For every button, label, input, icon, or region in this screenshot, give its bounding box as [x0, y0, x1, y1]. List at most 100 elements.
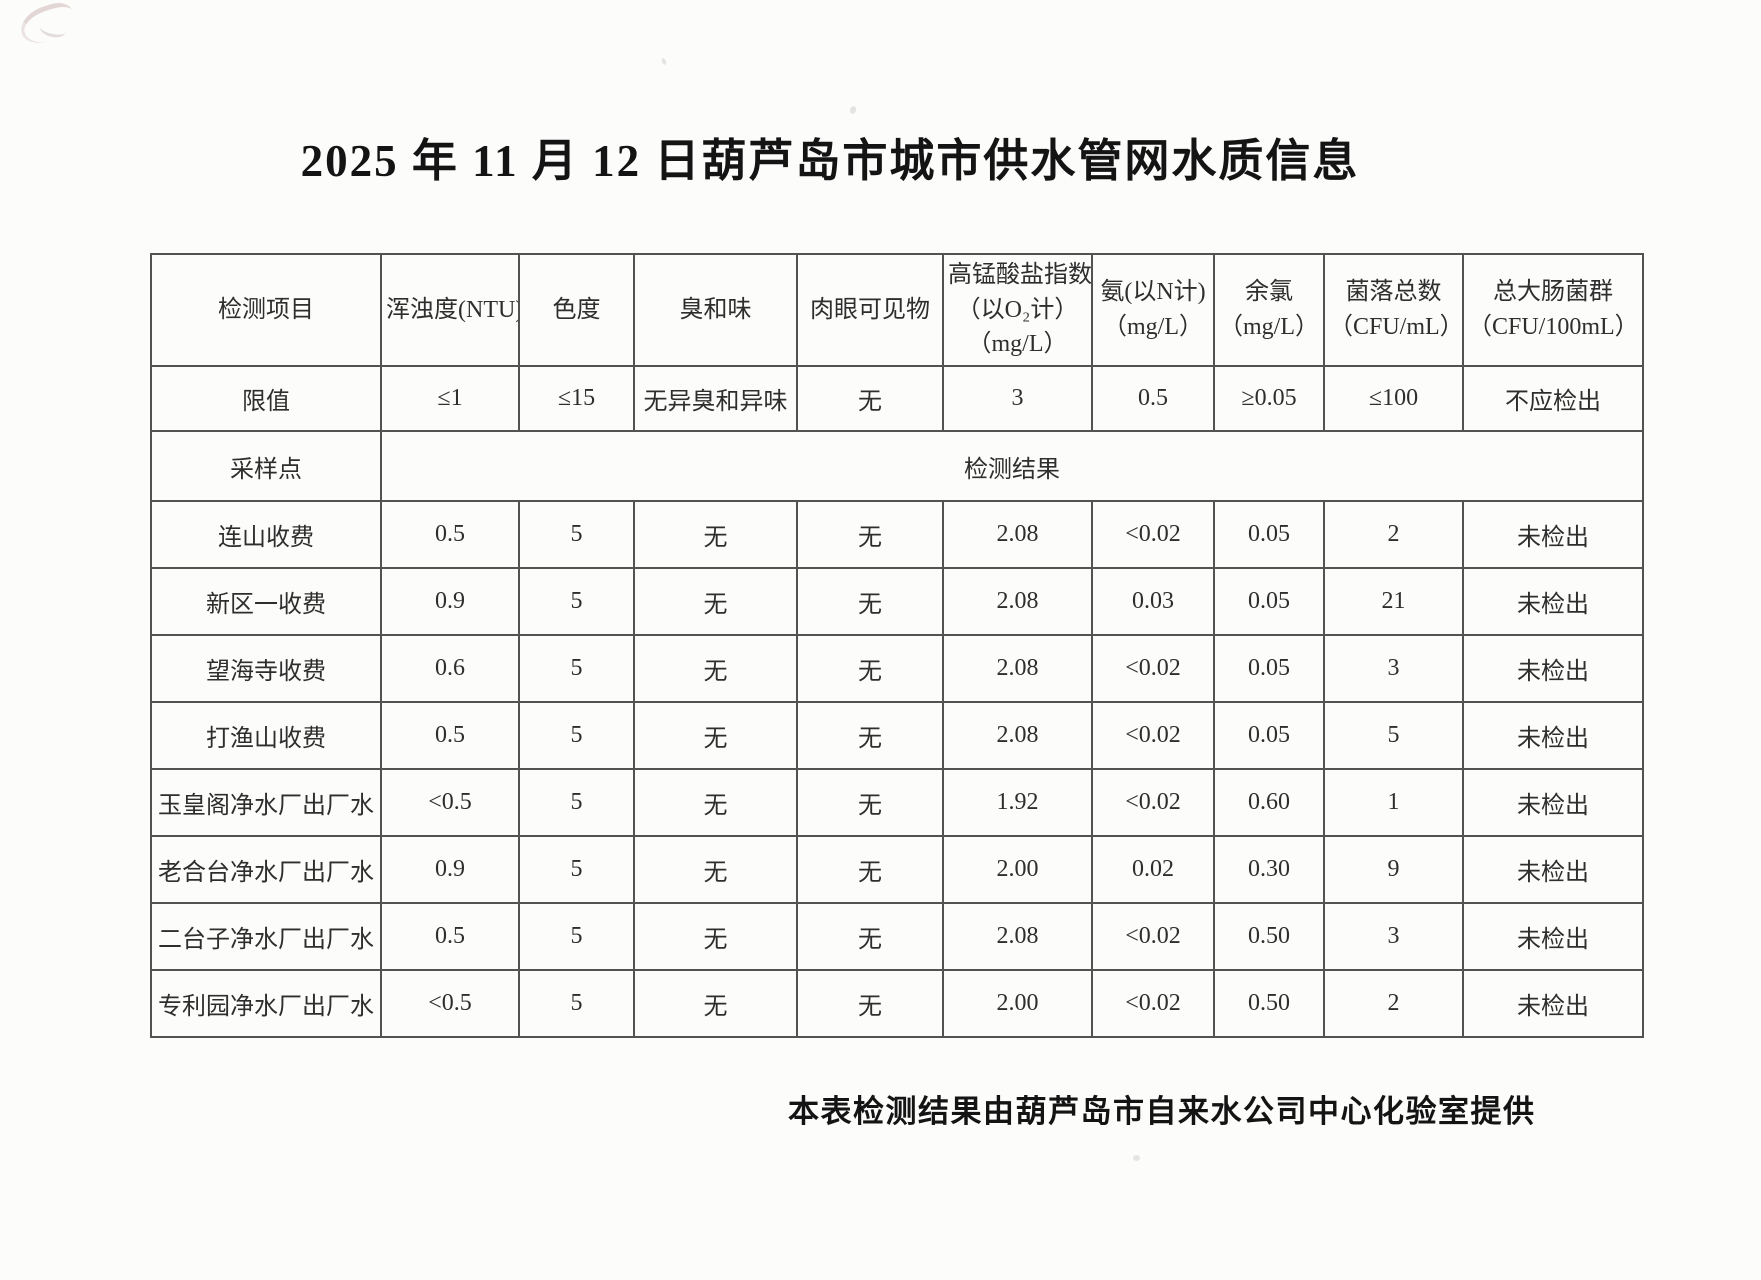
- site-name-cell: 新区一收费: [150, 567, 382, 636]
- value-cell: <0.02: [1091, 902, 1215, 971]
- row-label-sampling-point: 采样点: [150, 430, 382, 502]
- site-name-cell: 玉皇阁净水厂出厂水: [150, 768, 382, 837]
- value-cell: 0.5: [380, 902, 520, 971]
- value-cell: 无: [633, 835, 798, 904]
- value-cell: 未检出: [1462, 567, 1644, 636]
- data-row: 新区一收费 0.9 5 无无 2.08 0.03 0.05 21 未检出: [150, 567, 1644, 636]
- value-cell: 无: [633, 634, 798, 703]
- value-cell: 2: [1323, 500, 1464, 569]
- header-line: （CFU/mL）: [1329, 314, 1463, 340]
- value-cell: 5: [1323, 701, 1464, 770]
- value-cell: 2.08: [942, 902, 1093, 971]
- value-cell: 3: [1323, 902, 1464, 971]
- header-line: 色度: [552, 296, 601, 323]
- value-cell: 未检出: [1462, 902, 1644, 971]
- value-cell: 0.30: [1213, 835, 1325, 904]
- value-cell: 未检出: [1462, 768, 1644, 837]
- limit-cell: ≥0.05: [1213, 365, 1325, 432]
- value-cell: 0.03: [1091, 567, 1215, 636]
- header-line: （mg/L）: [1103, 314, 1203, 340]
- header-line: 氨(以N计): [1100, 279, 1206, 306]
- value-cell: 无: [633, 969, 798, 1038]
- value-cell: 0.50: [1213, 969, 1325, 1038]
- site-name-cell: 打渔山收费: [150, 701, 382, 770]
- scan-smudge: [38, 19, 68, 40]
- scan-speck: [660, 57, 668, 66]
- value-cell: 未检出: [1462, 634, 1644, 703]
- value-cell: 0.05: [1213, 634, 1325, 703]
- value-cell: 2.00: [942, 969, 1093, 1038]
- column-header-coliform: 总大肠菌群 （CFU/100mL）: [1462, 253, 1644, 367]
- value-cell: 0.9: [380, 567, 520, 636]
- limit-cell: ≤100: [1323, 365, 1464, 432]
- value-cell: 2.08: [942, 567, 1093, 636]
- data-row: 打渔山收费 0.5 5 无无 2.08 <0.02 0.05 5 未检出: [150, 701, 1644, 770]
- value-cell: 无: [633, 701, 798, 770]
- header-line: 菌落总数: [1345, 279, 1442, 306]
- row-label-limits: 限值: [150, 365, 382, 432]
- value-cell: 2.00: [942, 835, 1093, 904]
- site-name-cell: 连山收费: [150, 500, 382, 569]
- value-cell: 5: [518, 768, 635, 837]
- value-cell: 无: [796, 768, 944, 837]
- value-cell: 0.5: [380, 500, 520, 569]
- value-cell: <0.02: [1091, 500, 1215, 569]
- value-cell: 5: [518, 634, 635, 703]
- value-cell: 无: [633, 500, 798, 569]
- column-header-ammonia: 氨(以N计) （mg/L）: [1091, 253, 1215, 367]
- value-cell: 无: [796, 902, 944, 971]
- data-row: 连山收费 0.5 5 无无 2.08 <0.02 0.05 2 未检出: [150, 500, 1644, 569]
- header-line: （mg/L）: [967, 331, 1068, 358]
- value-cell: 1: [1323, 768, 1464, 837]
- value-cell: 21: [1323, 567, 1464, 636]
- scan-smudge: [15, 0, 80, 49]
- value-cell: <0.02: [1091, 768, 1215, 837]
- value-cell: 未检出: [1462, 500, 1644, 569]
- limit-cell: 3: [942, 365, 1093, 432]
- header-line: 高锰酸盐指数: [948, 261, 1092, 288]
- data-row: 老合台净水厂出厂水 0.9 5 无无 2.00 0.02 0.30 9 未检出: [150, 835, 1644, 904]
- column-header-chlorine: 余氯 （mg/L）: [1213, 253, 1325, 367]
- data-row: 望海寺收费 0.6 5 无无 2.08 <0.02 0.05 3 未检出: [150, 634, 1644, 703]
- header-line: 余氯: [1245, 279, 1293, 306]
- value-cell: 0.02: [1091, 835, 1215, 904]
- limit-cell: ≤1: [380, 365, 520, 432]
- limit-cell: 0.5: [1091, 365, 1215, 432]
- column-header-item: 检测项目: [150, 253, 382, 367]
- value-cell: 2.08: [942, 701, 1093, 770]
- value-cell: 无: [796, 701, 944, 770]
- value-cell: 5: [518, 500, 635, 569]
- column-header-odor: 臭和味: [633, 253, 798, 367]
- header-row: 检测项目 浑浊度(NTU) 色度 臭和味 肉眼可见物 高锰酸盐指数 （以O₂计） （mg/L）…: [150, 253, 1644, 367]
- value-cell: 2: [1323, 969, 1464, 1038]
- value-cell: 无: [796, 835, 944, 904]
- value-cell: 3: [1323, 634, 1464, 703]
- value-cell: 无: [796, 500, 944, 569]
- header-line: 臭和味: [679, 296, 752, 323]
- value-cell: 2.08: [942, 500, 1093, 569]
- limit-cell: 无: [796, 365, 944, 432]
- value-cell: 0.5: [380, 701, 520, 770]
- site-name-cell: 望海寺收费: [150, 634, 382, 703]
- value-cell: 无: [633, 902, 798, 971]
- value-cell: 无: [633, 567, 798, 636]
- value-cell: 0.05: [1213, 701, 1325, 770]
- value-cell: 5: [518, 902, 635, 971]
- value-cell: 9: [1323, 835, 1464, 904]
- value-cell: 无: [796, 567, 944, 636]
- value-cell: 未检出: [1462, 701, 1644, 770]
- scan-speck: [1133, 1155, 1140, 1161]
- value-cell: 0.9: [380, 835, 520, 904]
- header-line: （CFU/100mL）: [1468, 314, 1639, 340]
- column-header-visible: 肉眼可见物: [796, 253, 944, 367]
- column-header-color: 色度: [518, 253, 635, 367]
- limits-row: 限值 ≤1 ≤15 无异臭和异味无 3 0.5 ≥0.05 ≤100 不应检出: [150, 365, 1644, 432]
- value-cell: 0.05: [1213, 567, 1325, 636]
- header-line: 检测项目: [218, 296, 314, 323]
- value-cell: 0.60: [1213, 768, 1325, 837]
- sampling-row: 采样点 检测结果: [150, 430, 1644, 502]
- site-name-cell: 二台子净水厂出厂水: [150, 902, 382, 971]
- value-cell: 1.92: [942, 768, 1093, 837]
- value-cell: 0.6: [380, 634, 520, 703]
- site-name-cell: 专利园净水厂出厂水: [150, 969, 382, 1038]
